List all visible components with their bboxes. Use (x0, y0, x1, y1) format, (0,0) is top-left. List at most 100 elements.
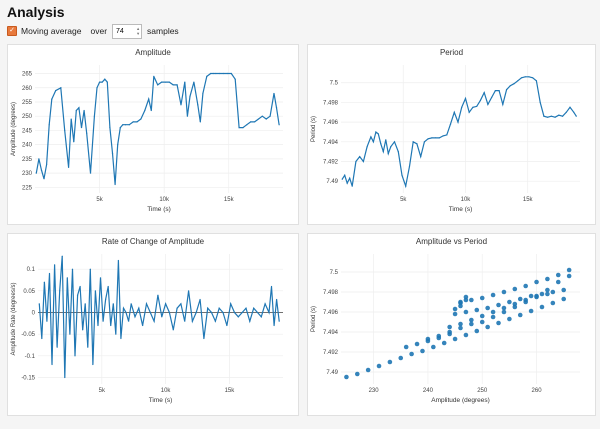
data-point (555, 272, 561, 278)
data-point (265, 118, 267, 120)
page-title: Analysis (7, 4, 65, 20)
data-point (344, 174, 346, 176)
data-point (370, 136, 372, 138)
data-point (469, 317, 474, 323)
data-point (202, 92, 204, 95)
data-point (366, 146, 368, 148)
data-point (491, 96, 493, 99)
data-point (436, 335, 442, 341)
data-point (524, 76, 526, 78)
data-point (566, 267, 572, 273)
data-point (359, 155, 361, 158)
samples-label: samples (147, 26, 179, 36)
moving-average-checkbox[interactable]: ✓ (7, 26, 17, 36)
data-point (534, 279, 539, 285)
data-point (362, 160, 365, 163)
y-tick-label: 7.496 (323, 120, 339, 126)
data-point (94, 290, 97, 292)
data-point (71, 268, 74, 270)
samples-stepper[interactable]: ▲▼ (112, 23, 143, 39)
y-tick-label: 7.5 (330, 270, 339, 276)
y-tick-label: -0.15 (21, 376, 35, 382)
data-point (483, 91, 485, 94)
y-axis-label: Amplitude Rate (degrees/s) (11, 282, 17, 355)
data-point (168, 81, 170, 83)
data-point (210, 311, 213, 314)
x-tick-label: 230 (369, 388, 380, 394)
y-tick-label: 230 (22, 171, 33, 177)
data-point (376, 363, 382, 369)
data-point (528, 308, 534, 314)
data-point (382, 151, 384, 153)
data-point (197, 104, 199, 106)
data-point (341, 178, 343, 180)
data-point (250, 121, 252, 123)
data-point (449, 123, 452, 125)
data-point (92, 363, 94, 366)
data-point (513, 83, 515, 85)
x-tick-label: 5k (99, 388, 106, 394)
data-point (134, 316, 136, 318)
data-point (128, 124, 130, 126)
samples-input[interactable] (113, 27, 135, 35)
amplitude-chart-panel: Amplitude 5k 10k 15k 225 230 235 240 245 250 255 26… (7, 44, 299, 225)
data-point (67, 166, 70, 168)
series-line (38, 256, 280, 378)
data-point (238, 126, 240, 129)
data-point (172, 84, 174, 86)
y-tick-label: 7.498 (323, 290, 339, 296)
data-point (87, 346, 89, 348)
data-point (203, 337, 205, 340)
data-point (144, 109, 146, 112)
data-point (64, 129, 66, 132)
data-point (86, 132, 88, 134)
data-point (565, 111, 567, 113)
data-point (420, 348, 425, 354)
data-point (512, 286, 518, 292)
data-point (51, 363, 53, 366)
data-point (199, 298, 201, 301)
data-point (398, 355, 404, 361)
y-tick-label: -0.05 (21, 332, 35, 338)
data-point (35, 172, 37, 174)
data-point (93, 115, 96, 117)
series-line (35, 72, 280, 185)
data-point (377, 133, 379, 135)
x-axis-label: Time (s) (149, 397, 173, 404)
x-tick-label: 10k (159, 197, 170, 203)
data-point (517, 312, 523, 318)
data-point (233, 311, 236, 314)
y-tick-label: 7.5 (330, 81, 339, 87)
data-point (193, 81, 195, 83)
data-point (501, 289, 507, 295)
data-point (218, 307, 220, 309)
y-tick-label: 7.49 (326, 179, 338, 185)
data-point (278, 320, 280, 322)
y-tick-label: 7.492 (323, 350, 339, 356)
data-point (354, 371, 360, 377)
data-point (420, 155, 422, 158)
data-point (242, 126, 244, 129)
data-point (414, 341, 420, 347)
data-point (106, 81, 108, 83)
data-point (446, 134, 448, 136)
stepper-arrows-icon[interactable]: ▲ ▼ (136, 25, 141, 36)
data-point (550, 300, 556, 306)
amplitude-vs-period-chart: Amplitude vs Period 230 240 250 260 7.49 7.492… (311, 237, 580, 404)
data-point (83, 109, 85, 112)
data-point (479, 319, 485, 325)
data-point (457, 121, 459, 123)
y-tick-label: 235 (22, 157, 33, 163)
data-point (409, 351, 414, 357)
data-point (40, 169, 43, 171)
data-point (43, 281, 45, 283)
data-point (496, 320, 501, 326)
data-point (215, 72, 217, 75)
y-tick-label: 250 (22, 114, 33, 120)
data-point (230, 72, 232, 75)
data-point (453, 111, 455, 113)
data-point (107, 285, 109, 288)
data-point (230, 303, 232, 305)
y-tick-label: 7.494 (323, 330, 339, 336)
data-point (59, 290, 61, 292)
